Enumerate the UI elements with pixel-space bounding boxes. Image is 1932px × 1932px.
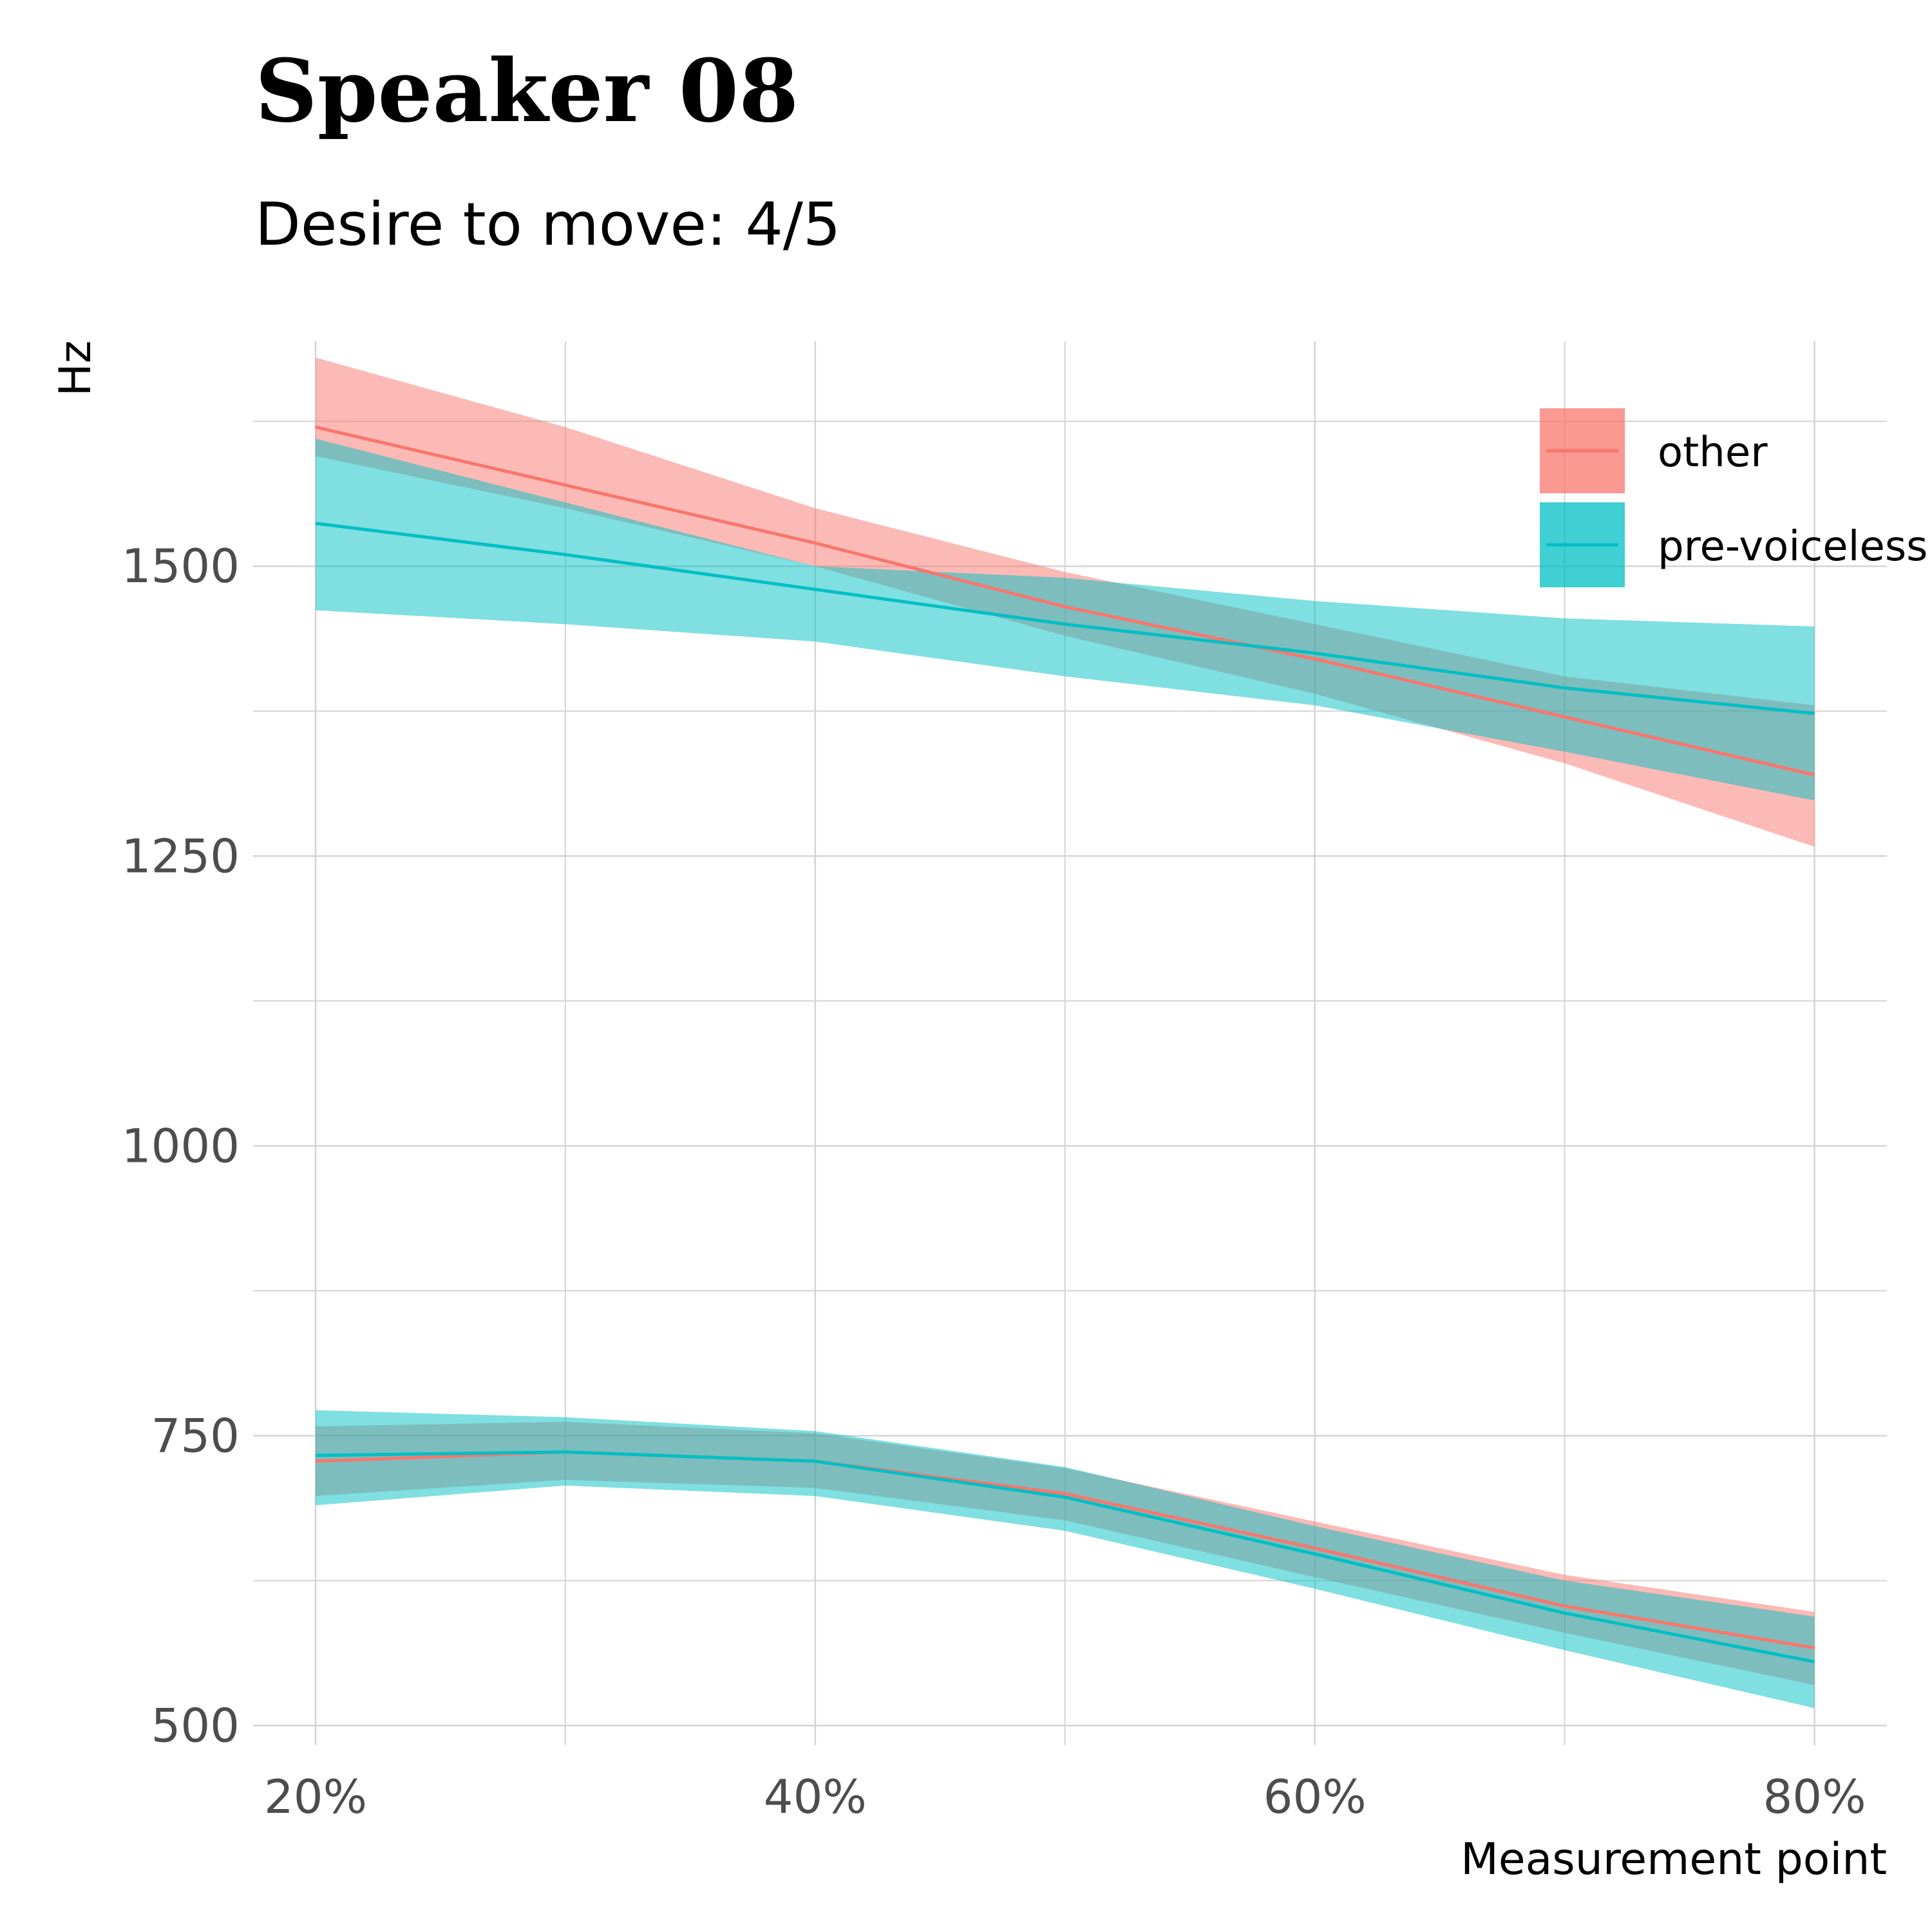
confidence-bands — [316, 357, 1815, 1709]
x-tick-label: 40% — [764, 1770, 867, 1824]
fit-lines — [315, 425, 1815, 1663]
legend: other pre-voiceless — [1540, 408, 1928, 587]
x-axis-title: Measurement point — [1461, 1834, 1887, 1885]
chart-subtitle: Desire to move: 4/5 — [255, 190, 840, 259]
fit-line-pre-voiceless — [315, 1450, 1815, 1663]
y-tick-label: 1000 — [122, 1119, 240, 1173]
legend-label-other: other — [1658, 429, 1768, 477]
y-tick-label: 500 — [151, 1698, 240, 1752]
x-tick-label: 80% — [1763, 1770, 1866, 1824]
y-axis-ticks: 500 750 1000 1250 1500 — [122, 539, 240, 1752]
x-axis-ticks: 20% 40% 60% 80% — [264, 1770, 1866, 1824]
y-tick-label: 1500 — [122, 539, 240, 593]
y-tick-label: 750 — [151, 1408, 240, 1463]
confidence-band-pre-voiceless — [316, 439, 1815, 800]
fit-line-pre-voiceless — [315, 522, 1815, 715]
x-tick-label: 60% — [1264, 1770, 1367, 1824]
fit-line-other — [315, 425, 1815, 777]
chart-title: Speaker 08 — [255, 40, 799, 142]
y-tick-label: 1250 — [122, 829, 240, 883]
x-tick-label: 20% — [264, 1770, 367, 1824]
confidence-band-pre-voiceless — [316, 1410, 1815, 1709]
y-axis-title: Hz — [50, 341, 101, 397]
legend-label-pre-voiceless: pre-voiceless — [1658, 523, 1928, 571]
